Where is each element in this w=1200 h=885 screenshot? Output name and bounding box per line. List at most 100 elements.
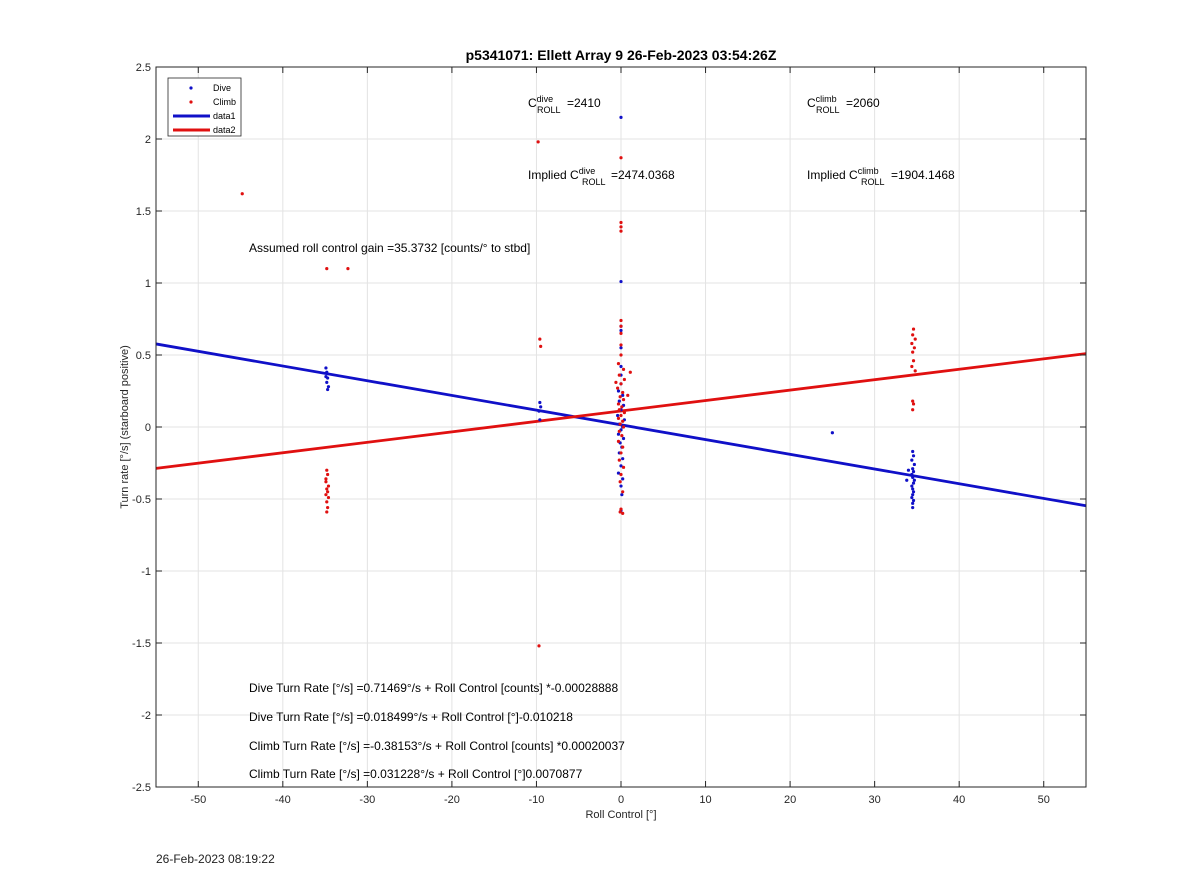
data-point-climb bbox=[324, 493, 328, 497]
data-point-dive bbox=[326, 387, 330, 392]
annotations: Cdive ROLL =2410 Cclimb ROLL =2060 Implied C… bbox=[249, 94, 955, 781]
data-point-dive bbox=[326, 385, 331, 389]
data-point-climb bbox=[616, 386, 620, 390]
data-point-climb bbox=[621, 367, 626, 371]
data-point-climb bbox=[913, 369, 917, 373]
data-point-dive bbox=[911, 449, 915, 454]
y-axis-label: Turn rate [°/s] (starboard positive) bbox=[119, 345, 131, 509]
legend: Dive Climb data1 data2 bbox=[167, 77, 242, 137]
annotation-c-dive-base: C bbox=[528, 96, 537, 110]
data-point-climb bbox=[911, 327, 916, 331]
data-point-climb bbox=[618, 480, 622, 484]
data-point-climb bbox=[619, 343, 623, 347]
axis-ticks: -50 -40 -30 -20 -10 0 10 20 30 40 50-2.5-2-1.5-1-0… bbox=[132, 62, 1086, 806]
x-tick-label: -50 bbox=[190, 794, 206, 806]
data-point-climb bbox=[911, 408, 915, 412]
data-point-climb bbox=[537, 644, 541, 648]
data-point-dive bbox=[911, 475, 915, 479]
data-point-climb bbox=[619, 451, 623, 455]
annotation-c-dive: Cdive ROLL =2410 bbox=[528, 94, 601, 115]
data-point-climb bbox=[539, 344, 543, 348]
annotation-implied-climb-val: =1904.1468 bbox=[891, 168, 955, 182]
data-point-dive bbox=[616, 389, 621, 393]
data-point-dive bbox=[619, 328, 623, 333]
data-point-climb bbox=[619, 382, 623, 386]
legend-box bbox=[167, 77, 242, 137]
data-point-climb bbox=[616, 402, 621, 406]
data-point-climb bbox=[614, 380, 618, 384]
data-point-climb bbox=[621, 390, 625, 395]
data-point-dive bbox=[619, 279, 623, 284]
data-point-dive bbox=[619, 484, 623, 488]
data-point-climb bbox=[617, 408, 621, 412]
data-point-climb bbox=[619, 472, 623, 477]
data-point-dive bbox=[616, 413, 620, 418]
data-point-dive bbox=[325, 380, 329, 384]
data-point-dive bbox=[621, 477, 625, 481]
data-point-dive bbox=[910, 495, 914, 500]
x-tick-label: -20 bbox=[444, 794, 460, 806]
data-point-dive bbox=[911, 490, 916, 494]
data-point-climb bbox=[618, 395, 622, 399]
data-point-climb bbox=[911, 333, 915, 337]
data-point-dive bbox=[906, 468, 911, 472]
data-point-dive bbox=[324, 375, 328, 379]
data-point-dive bbox=[905, 478, 909, 482]
y-tick-label: -1.5 bbox=[132, 638, 151, 650]
data-point-climb bbox=[620, 434, 624, 438]
y-tick-label: -2 bbox=[141, 710, 151, 722]
data-point-climb bbox=[325, 267, 329, 271]
legend-label-data1: data1 bbox=[213, 111, 236, 121]
annotation-implied-climb-sub: ROLL bbox=[861, 177, 885, 187]
annotation-eq-climb-counts: Climb Turn Rate [°/s] =-0.38153°/s + Rol… bbox=[249, 739, 625, 753]
data-point-climb bbox=[326, 472, 330, 477]
data-point-climb bbox=[325, 500, 329, 504]
y-tick-label: 1 bbox=[145, 278, 151, 290]
annotation-implied-dive-sup: dive bbox=[579, 166, 596, 176]
data-point-climb bbox=[617, 458, 621, 462]
data-point-climb bbox=[621, 490, 625, 494]
data-point-dive bbox=[621, 436, 626, 441]
data-point-climb bbox=[620, 405, 624, 409]
legend-label-climb: Climb bbox=[213, 97, 236, 107]
annotation-implied-dive-prefix: Implied C bbox=[528, 168, 579, 182]
x-tick-label: 50 bbox=[1038, 794, 1050, 806]
data-point-dive bbox=[912, 462, 916, 467]
data-point-dive bbox=[910, 472, 914, 477]
data-point-climb bbox=[619, 220, 623, 225]
data-point-climb bbox=[617, 429, 621, 433]
data-point-climb bbox=[910, 364, 914, 369]
data-point-climb bbox=[325, 487, 329, 491]
data-point-climb bbox=[617, 373, 621, 377]
annotation-implied-climb-sup: climb bbox=[858, 166, 879, 176]
y-tick-label: 2.5 bbox=[136, 62, 151, 74]
annotation-implied-dive-val: =2474.0368 bbox=[611, 168, 675, 182]
data-point-dive bbox=[911, 481, 916, 485]
y-tick-label: 0 bbox=[145, 422, 151, 434]
data-point-dive bbox=[620, 493, 624, 497]
annotation-eq-climb-degrees: Climb Turn Rate [°/s] =0.031228°/s + Rol… bbox=[249, 767, 583, 781]
x-tick-label: 40 bbox=[953, 794, 965, 806]
data-point-dive bbox=[911, 493, 915, 497]
data-point-climb bbox=[324, 477, 328, 481]
y-tick-label: -0.5 bbox=[132, 494, 151, 506]
data-point-dive bbox=[538, 400, 542, 405]
data-point-climb bbox=[628, 370, 632, 374]
data-point-dive bbox=[539, 405, 543, 409]
data-point-dive bbox=[619, 346, 623, 350]
data-point-climb bbox=[326, 495, 331, 500]
y-tick-label: -2.5 bbox=[132, 782, 151, 794]
data-point-dive bbox=[616, 471, 621, 475]
data-point-climb bbox=[622, 377, 626, 382]
data-point-climb bbox=[621, 425, 626, 429]
annotation-eq-dive-degrees: Dive Turn Rate [°/s] =0.018499°/s + Roll… bbox=[249, 710, 573, 724]
data-point-climb bbox=[621, 445, 625, 449]
data-point-dive bbox=[912, 478, 916, 482]
data-point-climb bbox=[619, 225, 623, 229]
data-point-dive bbox=[910, 458, 914, 462]
data-point-dive bbox=[911, 487, 915, 491]
data-point-climb bbox=[619, 318, 623, 323]
data-point-climb bbox=[326, 484, 331, 488]
data-point-climb bbox=[618, 510, 622, 514]
